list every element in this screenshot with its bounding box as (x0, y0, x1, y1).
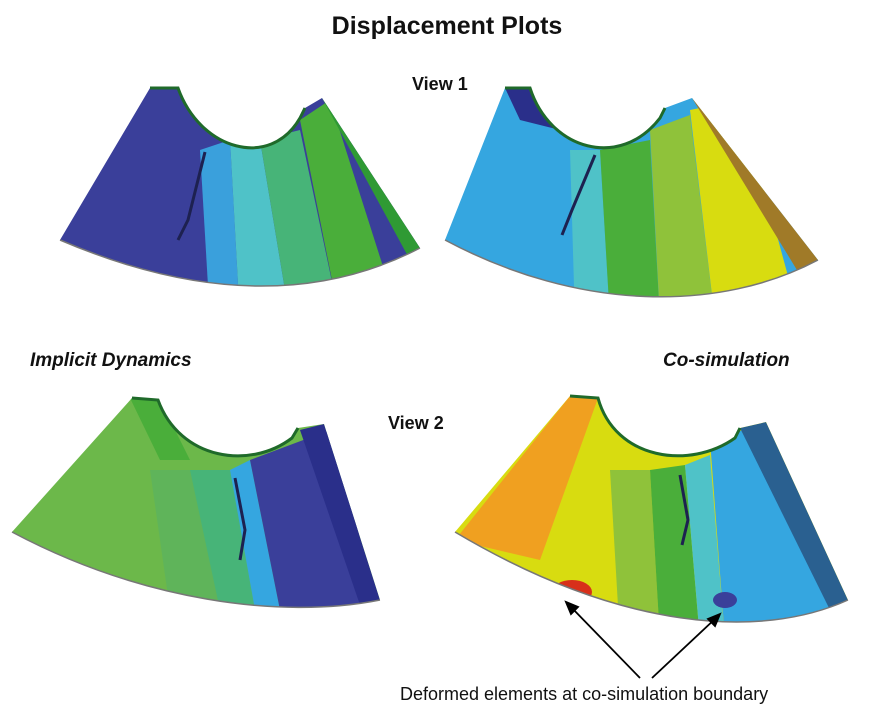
deformed-elements-caption: Deformed elements at co-simulation bound… (400, 684, 769, 704)
implicit-view1-model (59, 86, 421, 287)
implicit-view2-model (11, 396, 381, 609)
page-title: Displacement Plots (331, 12, 563, 40)
annotation-arrows (564, 600, 722, 679)
view-1-label: View 1 (412, 74, 468, 94)
co-simulation-label: Co-simulation (663, 350, 790, 371)
cosim-view2-model (454, 394, 849, 623)
cosim-view1-model (444, 86, 819, 298)
arrow-head-right (706, 612, 722, 628)
arrow-to-blue-element (651, 617, 717, 679)
arrow-to-red-element (569, 605, 641, 679)
view-2-label: View 2 (388, 413, 444, 433)
arrow-head-left (564, 600, 580, 616)
implicit-dynamics-label: Implicit Dynamics (30, 350, 192, 371)
